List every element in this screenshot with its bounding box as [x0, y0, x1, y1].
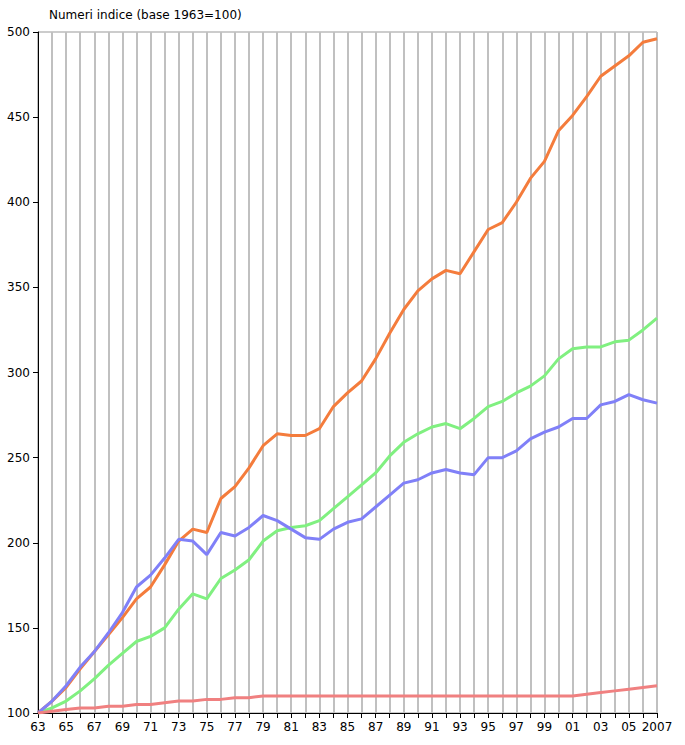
svg-text:81: 81	[284, 720, 299, 734]
svg-text:71: 71	[143, 720, 158, 734]
svg-text:2007: 2007	[642, 720, 673, 734]
svg-text:97: 97	[509, 720, 524, 734]
svg-text:100: 100	[7, 706, 30, 720]
svg-text:79: 79	[255, 720, 270, 734]
svg-text:03: 03	[593, 720, 608, 734]
svg-text:87: 87	[368, 720, 383, 734]
svg-text:63: 63	[30, 720, 45, 734]
svg-text:250: 250	[7, 451, 30, 465]
svg-text:99: 99	[537, 720, 552, 734]
svg-text:85: 85	[340, 720, 355, 734]
svg-text:73: 73	[171, 720, 186, 734]
svg-text:91: 91	[424, 720, 439, 734]
svg-text:89: 89	[396, 720, 411, 734]
svg-text:350: 350	[7, 280, 30, 294]
svg-text:450: 450	[7, 110, 30, 124]
svg-text:05: 05	[621, 720, 636, 734]
svg-text:01: 01	[565, 720, 580, 734]
svg-text:75: 75	[199, 720, 214, 734]
svg-text:83: 83	[312, 720, 327, 734]
svg-text:65: 65	[58, 720, 73, 734]
svg-text:400: 400	[7, 195, 30, 209]
svg-text:200: 200	[7, 536, 30, 550]
svg-text:69: 69	[115, 720, 130, 734]
svg-text:77: 77	[227, 720, 242, 734]
svg-text:Numeri indice (base 1963=100): Numeri indice (base 1963=100)	[49, 8, 242, 22]
svg-text:300: 300	[7, 366, 30, 380]
svg-text:500: 500	[7, 25, 30, 39]
svg-text:95: 95	[481, 720, 496, 734]
svg-text:67: 67	[87, 720, 102, 734]
svg-text:93: 93	[452, 720, 467, 734]
svg-text:150: 150	[7, 621, 30, 635]
